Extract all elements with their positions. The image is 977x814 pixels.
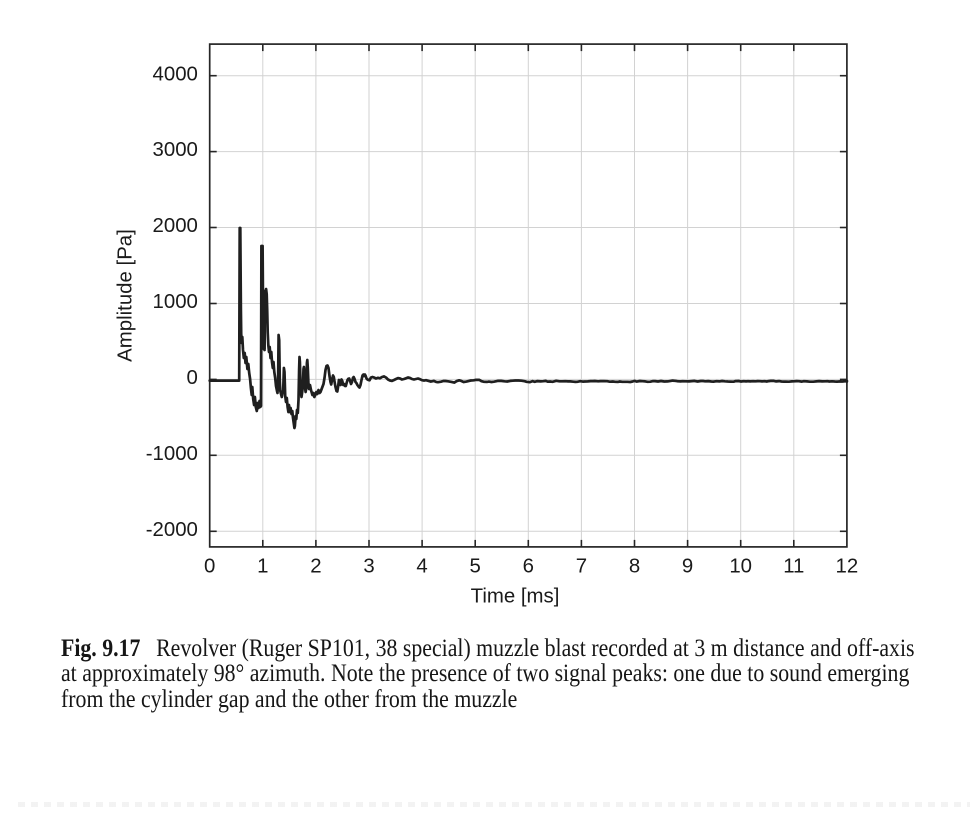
svg-text:8: 8: [629, 555, 640, 577]
svg-text:12: 12: [836, 555, 859, 577]
svg-text:0: 0: [187, 367, 198, 389]
svg-text:3: 3: [363, 555, 374, 577]
svg-text:-2000: -2000: [146, 519, 198, 541]
svg-text:0: 0: [204, 555, 215, 577]
svg-text:1: 1: [257, 555, 268, 577]
svg-text:9: 9: [682, 555, 693, 577]
svg-text:-1000: -1000: [146, 443, 198, 465]
svg-text:3000: 3000: [153, 139, 198, 161]
svg-text:4000: 4000: [153, 63, 198, 85]
svg-text:5: 5: [470, 555, 481, 577]
svg-text:4: 4: [416, 555, 427, 577]
svg-text:10: 10: [729, 555, 752, 577]
svg-text:Time [ms]: Time [ms]: [471, 586, 560, 608]
svg-text:11: 11: [783, 555, 804, 577]
svg-text:2000: 2000: [153, 215, 198, 237]
svg-text:6: 6: [523, 555, 534, 577]
svg-text:2: 2: [310, 555, 321, 577]
svg-text:7: 7: [576, 555, 587, 577]
svg-text:1000: 1000: [153, 291, 198, 313]
svg-text:Amplitude [Pa]: Amplitude [Pa]: [115, 229, 137, 362]
